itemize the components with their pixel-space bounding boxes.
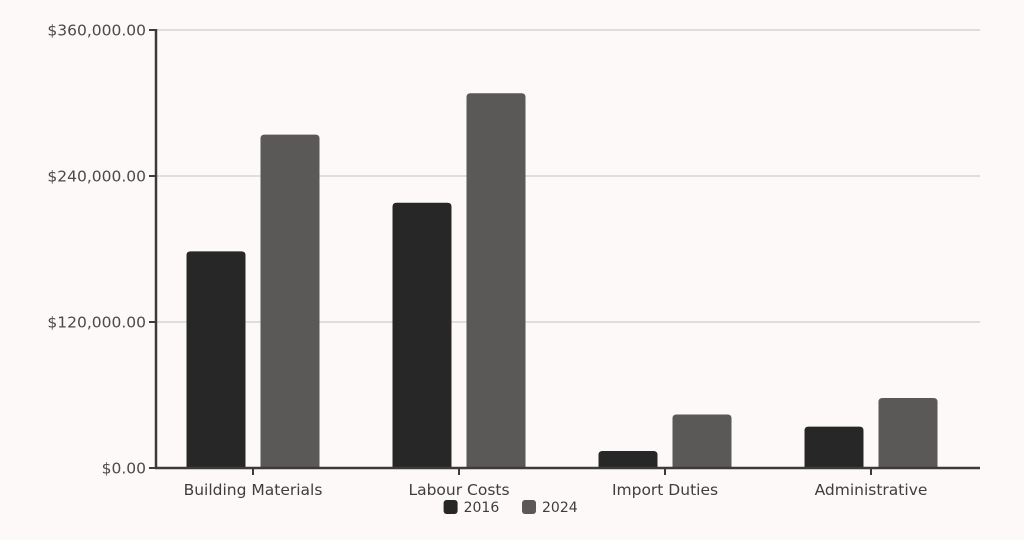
y-tick-label: $0.00	[102, 460, 146, 478]
x-axis-ticks: Building Materials Labour Costs Import Dut…	[184, 468, 928, 499]
x-tick-label: Building Materials	[184, 481, 323, 499]
y-tick-label: $120,000.00	[47, 314, 146, 332]
y-tick-label: $240,000.00	[47, 168, 146, 186]
axes	[154, 29, 980, 470]
x-tick-label: Import Duties	[612, 481, 718, 499]
bar-2016-2	[392, 202, 452, 468]
bar-2024-3	[672, 414, 732, 468]
bar-2024-4	[878, 398, 938, 468]
bar-2024-2	[466, 93, 526, 469]
legend: 2016 2024	[443, 500, 578, 516]
x-tick-label: Labour Costs	[408, 481, 509, 499]
bar-2016-1	[186, 251, 246, 468]
y-axis-ticks: $0.00 $120,000.00 $240,000.00 $360,000.00	[47, 22, 156, 478]
legend-label-2024: 2024	[542, 500, 578, 516]
bar-2024-1	[260, 134, 320, 468]
y-tick-label: $360,000.00	[47, 22, 146, 40]
bar-2016-3	[598, 450, 658, 468]
legend-swatch-2016	[443, 500, 458, 514]
legend-label-2016: 2016	[464, 500, 500, 516]
x-tick-label: Administrative	[815, 481, 928, 499]
legend-swatch-2024	[522, 500, 536, 514]
bar-2016-4	[804, 426, 864, 468]
bars	[186, 93, 938, 469]
